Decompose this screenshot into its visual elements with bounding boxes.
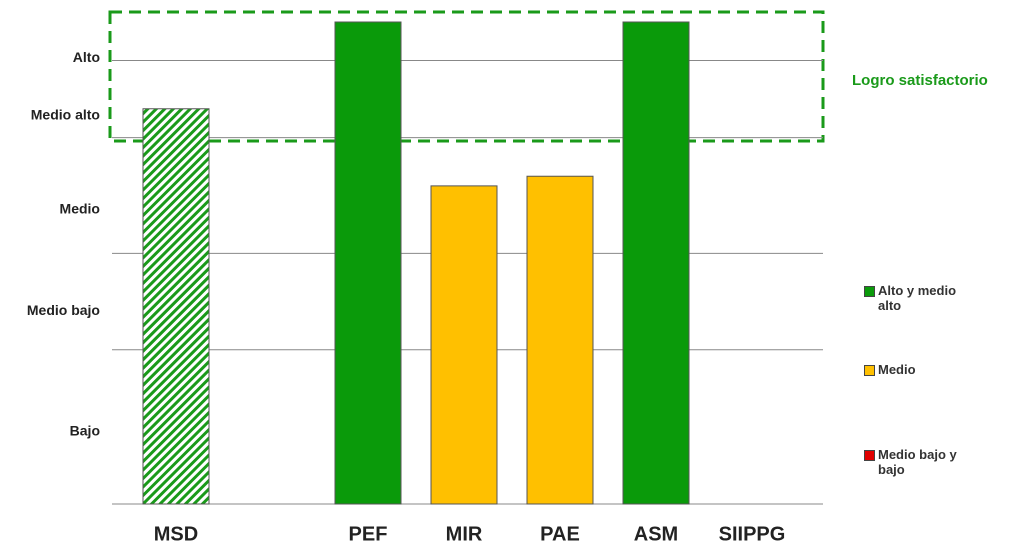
legend-item: Medio [864,362,974,377]
x-tick-label: PEF [349,523,388,545]
legend-swatch [864,286,875,297]
bar [430,185,498,505]
bar [142,108,210,505]
y-tick-label: Medio [60,201,100,217]
y-tick-label: Bajo [70,422,100,438]
legend-swatch [864,450,875,461]
target-box [108,10,825,143]
legend-label: Medio [878,362,916,377]
bar [334,21,402,505]
x-tick-label: SIIPPG [719,523,786,545]
x-tick-label: ASM [634,523,678,545]
y-tick-label: Medio bajo [27,302,100,318]
legend-label: Medio bajo y bajo [878,447,957,477]
y-tick-label: Alto [73,49,100,65]
bar [622,21,690,505]
legend-label: Alto y medio alto [878,283,957,313]
legend-item: Alto y medio alto [864,283,974,313]
bar [526,175,594,505]
annotation: Logro satisfactorio [852,72,988,89]
y-tick-label: Medio alto [31,107,100,123]
x-tick-label: PAE [540,523,580,545]
legend-swatch [864,365,875,376]
legend-item: Medio bajo y bajo [864,447,974,477]
x-tick-label: MIR [446,523,483,545]
x-tick-label: MSD [154,523,198,545]
